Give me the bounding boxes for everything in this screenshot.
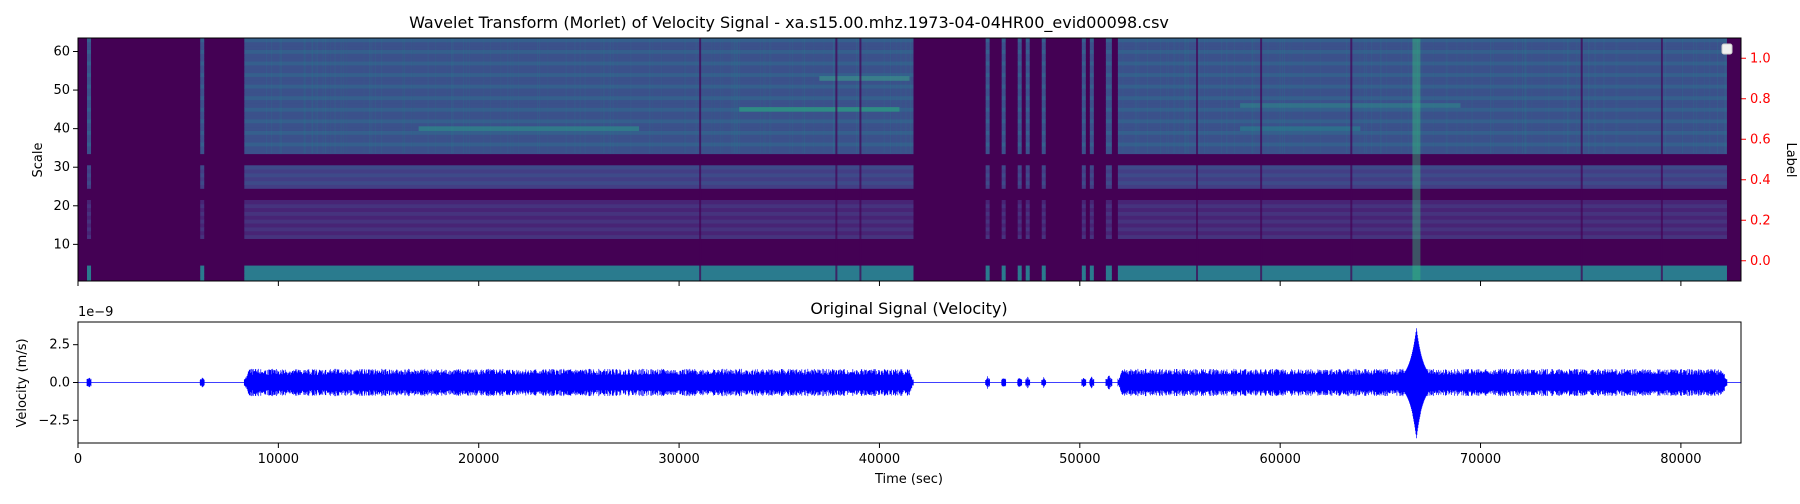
signal-title: Original Signal (Velocity) (810, 299, 1007, 318)
heatmap-y2-axis-label: Label (1783, 142, 1798, 177)
heatmap-y2-tick-label: 0.8 (1750, 92, 1771, 107)
signal-segment (1017, 378, 1023, 387)
heatmap-segment (200, 38, 205, 282)
signal-segment (1025, 376, 1031, 389)
signal-y-tick-label: −2.5 (38, 413, 70, 428)
signal-x-tick-label: 10000 (258, 452, 299, 467)
heatmap-y2-tick-label: 1.0 (1750, 51, 1771, 66)
signal-x-tick-label: 30000 (658, 452, 699, 467)
heatmap-y2-tick-label: 0.0 (1750, 254, 1771, 269)
heatmap-y-tick-label: 30 (53, 160, 70, 175)
heatmap-y2-tick-label: 0.2 (1750, 213, 1771, 228)
signal-segment (985, 376, 990, 389)
signal-x-ticks: 0 10000 20000 30000 40000 50000 60000 70000 8000… (74, 443, 1702, 467)
signal-x-tick-label: 0 (74, 452, 82, 467)
heatmap-gap-line (1260, 38, 1263, 281)
heatmap-segment (1025, 38, 1030, 282)
signal-x-tick-label: 40000 (859, 452, 900, 467)
signal-segment (1081, 378, 1087, 387)
heatmap-gap-line (1350, 38, 1353, 281)
heatmap-gap-line (859, 38, 862, 281)
heatmap-band (418, 126, 640, 131)
signal-y-ticks: −2.5 0.0 2.5 (38, 338, 78, 428)
heatmap-y-tick-label: 20 (53, 199, 70, 214)
signal-frame (77, 321, 1742, 444)
signal-segment (1089, 376, 1095, 389)
signal-y-tick-label: 2.5 (49, 338, 70, 353)
heatmap-y-tick-label: 40 (53, 122, 70, 137)
signal-x-axis-label: Time (sec) (874, 472, 943, 487)
heatmap-segments (87, 38, 1727, 282)
signal-x-tick-label: 80000 (1660, 452, 1701, 467)
signal-trace (78, 328, 1741, 439)
heatmap-y-tick-marks (73, 51, 78, 245)
heatmap-y-tick-labels: 10 20 30 40 50 60 (53, 45, 70, 253)
heatmap-gap-line (1580, 38, 1583, 281)
signal-y-tick-label: 0.0 (49, 376, 70, 391)
signal-segment (243, 368, 914, 397)
heatmap-segment (1081, 38, 1086, 282)
signal-x-tick-label: 60000 (1259, 452, 1300, 467)
heatmap-band (739, 107, 900, 112)
heatmap-title: Wavelet Transform (Morlet) of Velocity S… (409, 13, 1169, 33)
heatmap-segment (244, 38, 914, 282)
signal-x-tick-label: 20000 (458, 452, 499, 467)
signal-x-tick-label: 50000 (1059, 452, 1100, 467)
heatmap-y-tick-label: 60 (53, 45, 70, 60)
heatmap-gap-line (1196, 38, 1199, 281)
signal-segment (199, 377, 205, 388)
heatmap-band (1240, 126, 1361, 131)
signal-y-axis-label: Velocity (m/s) (15, 338, 30, 427)
heatmap-segment (1041, 38, 1046, 282)
signal-x-tick-label: 70000 (1460, 452, 1501, 467)
heatmap-segment (1117, 38, 1727, 282)
heatmap-gap-line (1660, 38, 1663, 281)
heatmap-legend (1721, 43, 1733, 55)
signal-segment (86, 377, 92, 388)
signal-segment (1117, 328, 1728, 439)
heatmap-segment (87, 38, 92, 282)
heatmap-y2-tick-labels: 0.0 0.2 0.4 0.6 0.8 1.0 (1741, 51, 1771, 269)
heatmap-frame (77, 37, 1742, 282)
signal-segment (1105, 375, 1113, 390)
heatmap-y2-tick-label: 0.6 (1750, 132, 1771, 147)
heatmap-gap-line (835, 38, 838, 281)
heatmap-y-axis-label: Scale (31, 143, 46, 178)
heatmap-segment (1089, 38, 1094, 282)
heatmap-segment (1105, 38, 1112, 282)
signal-segment (1001, 378, 1007, 387)
heatmap-band (819, 76, 910, 81)
heatmap-x-tick-marks (77, 281, 1682, 286)
heatmap-y2-tick-label: 0.4 (1750, 173, 1771, 188)
heatmap-segment (1017, 38, 1022, 282)
heatmap-segment (985, 38, 990, 282)
heatmap-y-tick-label: 10 (53, 237, 70, 252)
signal-segment (1041, 377, 1047, 388)
heatmap-gap-line (699, 38, 702, 281)
signal-scale-label: 1e−9 (78, 305, 113, 320)
heatmap-event-column (1412, 38, 1421, 281)
heatmap-segment (1001, 38, 1006, 282)
heatmap-y-tick-label: 50 (53, 83, 70, 98)
